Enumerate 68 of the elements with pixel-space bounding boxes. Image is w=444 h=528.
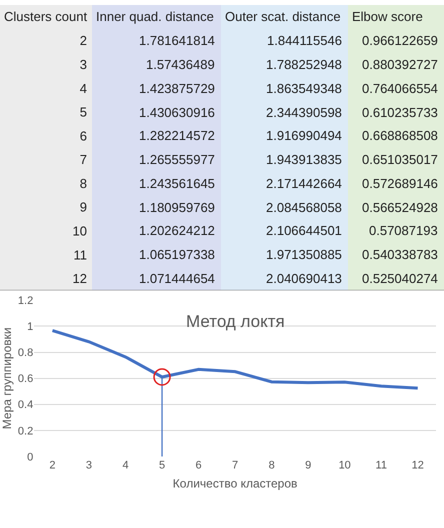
y-tick-label: 0.6 — [18, 373, 34, 386]
data-label: 1.863549348 — [266, 81, 342, 96]
data-label: 1.423875729 — [139, 81, 215, 96]
data-label: 0.880392727 — [362, 57, 438, 72]
x-tick-label: Elbow score — [352, 9, 423, 24]
x-tick-label: 10 — [338, 460, 351, 472]
y-tick-label: 2 — [80, 33, 87, 48]
data-label: 2.344390598 — [266, 105, 342, 120]
data-label: 1.282214572 — [139, 128, 215, 143]
data-label: 1.781641814 — [139, 33, 215, 48]
y-tick-label: 3 — [80, 57, 87, 72]
y-axis-title: Clusters count — [4, 9, 88, 24]
data-label: 2.040690413 — [266, 271, 342, 286]
data-label: 0.668868508 — [362, 128, 438, 143]
data-label: 0.525040274 — [362, 271, 438, 286]
text: Метод локтя — [186, 312, 285, 331]
data-label: 2.106644501 — [266, 223, 342, 238]
x-tick-label: 4 — [122, 460, 129, 472]
data-label: 0.57087193 — [369, 223, 438, 238]
x-tick-label: 2 — [49, 460, 56, 472]
data-label: 1.243561645 — [139, 176, 215, 191]
y-tick-label: 6 — [80, 128, 87, 144]
x-tick-label: Inner quad. distance — [96, 9, 214, 24]
y-tick-label: 0.4 — [18, 399, 34, 412]
y-tick-label: 0.8 — [18, 347, 34, 360]
x-tick-label: 7 — [232, 460, 238, 472]
y-tick-label: 9 — [80, 200, 87, 215]
y-tick-label: 0.2 — [18, 425, 34, 438]
data-label: 0.566524928 — [362, 200, 438, 215]
y-tick-label: 0 — [27, 451, 34, 464]
data-label: 1.844115546 — [267, 33, 342, 48]
data-label: 0.764066554 — [362, 81, 438, 96]
data-label: 1.971350885 — [266, 247, 342, 262]
data-label: 2.171442664 — [266, 176, 342, 191]
x-tick-label: 6 — [196, 460, 202, 472]
y-axis-title: Мера группировки — [0, 327, 14, 430]
x-tick-label: 11 — [376, 460, 387, 472]
data-label: 1.916990494 — [266, 128, 342, 143]
y-tick-label: 7 — [80, 152, 87, 168]
data-label: 0.540338783 — [362, 247, 438, 262]
y-tick-label: 8 — [80, 176, 87, 191]
x-tick-label: Outer scat. distance — [225, 9, 341, 24]
data-label: 0.572689146 — [362, 176, 438, 191]
data-label: 2.084568058 — [266, 200, 342, 215]
data-label: 1.065197338 — [139, 247, 215, 262]
data-label: 0.651035017 — [362, 152, 438, 167]
data-label: 1.788252948 — [266, 57, 342, 72]
data-label: 1.071444654 — [139, 271, 215, 286]
y-tick-label: 5 — [80, 104, 87, 120]
x-tick-label: 5 — [158, 460, 166, 472]
y-tick-label: 1 — [27, 321, 34, 334]
data-label: 1.943913835 — [266, 152, 342, 167]
data-label: 1.202624212 — [139, 223, 215, 238]
y-tick-label: 10 — [72, 223, 87, 238]
y-tick-label: 12 — [72, 271, 87, 286]
x-tick-label: 12 — [412, 460, 424, 472]
data-label: 1.265555977 — [139, 152, 215, 167]
x-tick-label: 8 — [268, 460, 275, 472]
x-axis-title: Количество кластеров — [172, 476, 298, 490]
data-label: 1.57436489 — [146, 57, 215, 72]
data-label: 1.180959769 — [139, 200, 215, 215]
data-label: 0.610235733 — [362, 105, 438, 120]
y-tick-label: 11 — [74, 247, 87, 262]
y-tick-label: 1.2 — [18, 294, 34, 307]
x-tick-label: 9 — [305, 460, 312, 472]
y-tick-label: 4 — [80, 80, 87, 96]
data-label: 1.430630916 — [139, 105, 215, 120]
data-label: 0.966122659 — [362, 33, 438, 48]
